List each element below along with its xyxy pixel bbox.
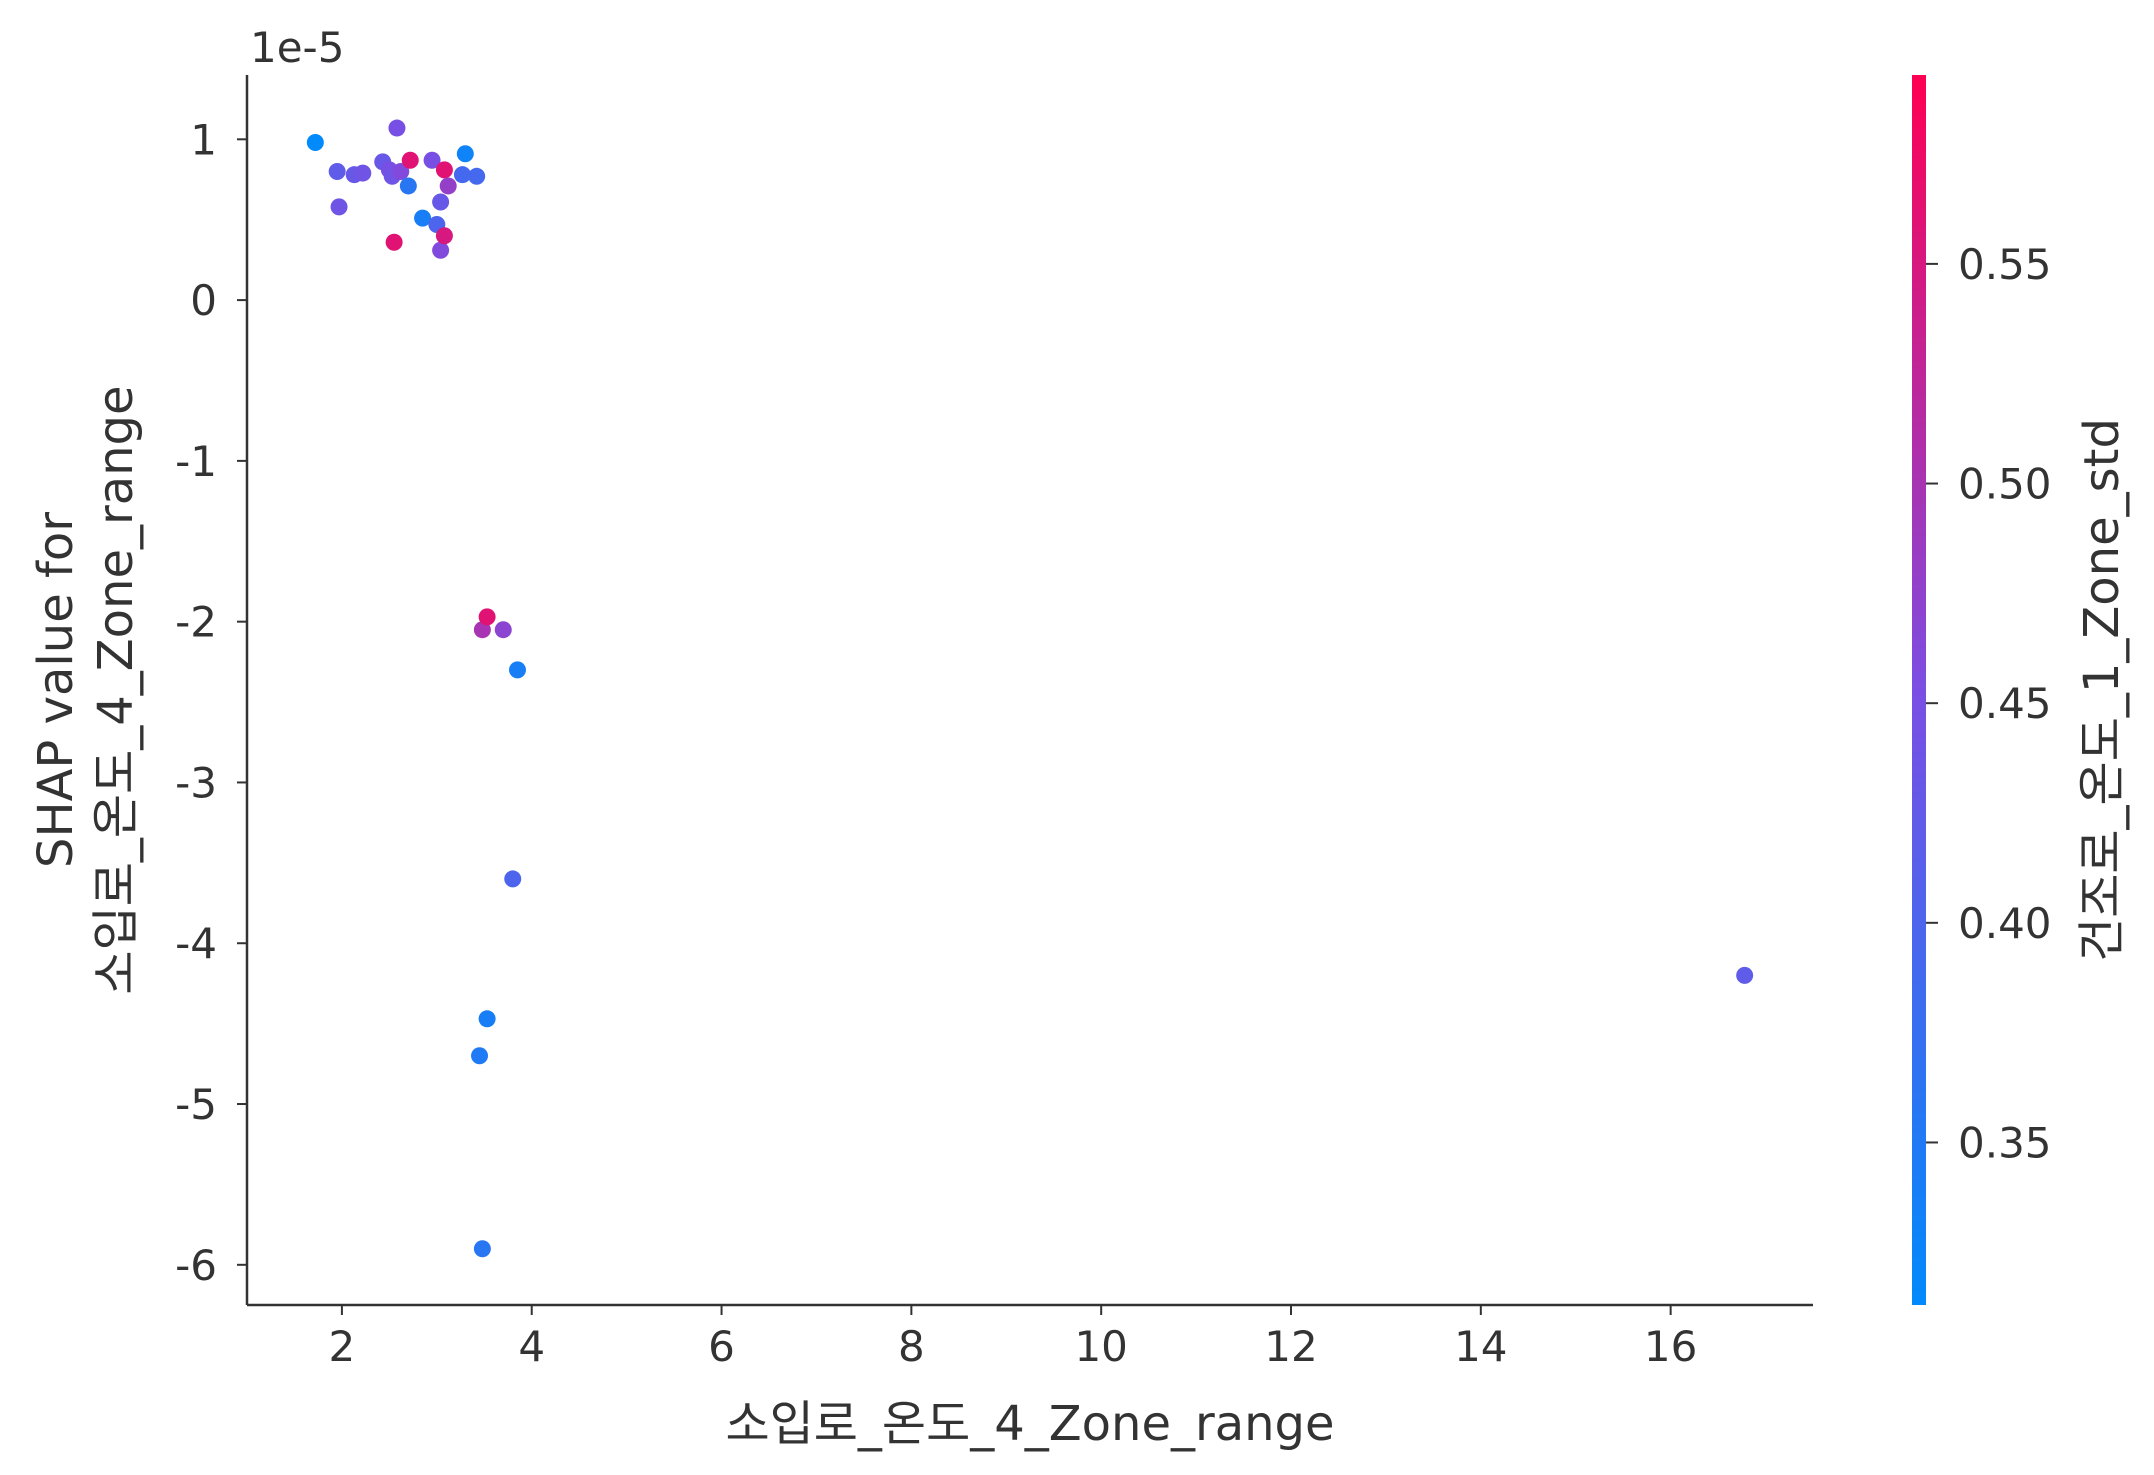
scatter-point — [432, 193, 450, 211]
scatter-point — [306, 134, 324, 152]
y-tick-label: -5 — [175, 1080, 217, 1129]
y-tick-label: 0 — [190, 276, 217, 325]
scatter-point — [354, 164, 372, 182]
scatter-point — [435, 227, 453, 245]
colorbar-tick-label: 0.40 — [1958, 899, 2052, 948]
colorbar-tick-label: 0.45 — [1958, 679, 2052, 728]
scatter-point — [473, 1240, 491, 1258]
scatter-point — [468, 167, 486, 185]
x-tick-label: 16 — [1644, 1322, 1697, 1371]
scatter-points — [306, 119, 1754, 1258]
colorbar-tick-label: 0.55 — [1958, 240, 2052, 289]
colorbar-tick-label: 0.50 — [1958, 460, 2052, 509]
x-axis-title: 소입로_온도_4_Zone_range — [725, 1396, 1334, 1452]
x-tick-label: 14 — [1454, 1322, 1507, 1371]
y-tick-label: -4 — [175, 919, 217, 968]
y-axis-title-line2: 소입로_온도_4_Zone_range — [88, 385, 144, 994]
plot-area: 2 4 6 8 10 12 14 16 10-1-2-3-4-5-6 — [175, 75, 1813, 1371]
y-offset-label: 1e-5 — [250, 23, 344, 72]
x-tick-label: 6 — [708, 1322, 735, 1371]
scatter-point — [478, 1010, 496, 1028]
x-tick-label: 2 — [329, 1322, 356, 1371]
scatter-point — [432, 241, 450, 259]
scatter-point — [392, 162, 410, 180]
scatter-point — [471, 1047, 489, 1065]
y-axis-title: SHAP value for 소입로_온도_4_Zone_range — [28, 385, 144, 994]
colorbar-label: 건조로_온도_1_Zone_std — [2074, 418, 2130, 962]
y-tick-label: -6 — [175, 1241, 217, 1290]
y-tick-label: -2 — [175, 598, 217, 647]
scatter-point — [453, 166, 471, 184]
scatter-point — [330, 198, 348, 216]
scatter-point — [435, 161, 453, 179]
scatter-point — [504, 870, 522, 888]
scatter-point — [1736, 966, 1754, 984]
x-tick-label: 4 — [518, 1322, 545, 1371]
y-axis-title-line1: SHAP value for — [28, 512, 84, 868]
x-tick-label: 8 — [898, 1322, 925, 1371]
scatter-point — [494, 621, 512, 639]
x-tick-label: 10 — [1074, 1322, 1127, 1371]
colorbar-tick-label: 0.35 — [1958, 1118, 2052, 1167]
scatter-point — [423, 151, 441, 169]
scatter-point — [456, 145, 474, 163]
scatter-point — [508, 661, 526, 679]
scatter-point — [414, 209, 432, 227]
colorbar: 0.35 0.40 0.45 0.50 0.55 건조로_온도_1_Zone_std — [1912, 75, 2130, 1305]
colorbar-gradient — [1912, 75, 1926, 1305]
scatter-point — [385, 233, 403, 251]
scatter-point — [328, 162, 346, 180]
x-tick-label: 12 — [1264, 1322, 1317, 1371]
x-ticks: 2 4 6 8 10 12 14 16 — [329, 1305, 1697, 1371]
scatter-point — [478, 608, 496, 626]
y-tick-label: -3 — [175, 758, 217, 807]
scatter-point — [388, 119, 406, 137]
scatter-point — [473, 621, 491, 639]
y-tick-label: 1 — [190, 115, 217, 164]
scatter-point — [439, 177, 457, 195]
y-tick-label: -1 — [175, 437, 217, 486]
colorbar-ticks: 0.35 0.40 0.45 0.50 0.55 — [1926, 240, 2052, 1167]
y-ticks: 1 0 -1 -2 -3 -4 -5 -6 — [175, 115, 247, 1290]
scatter-point — [401, 151, 419, 169]
scatter-point — [399, 177, 417, 195]
